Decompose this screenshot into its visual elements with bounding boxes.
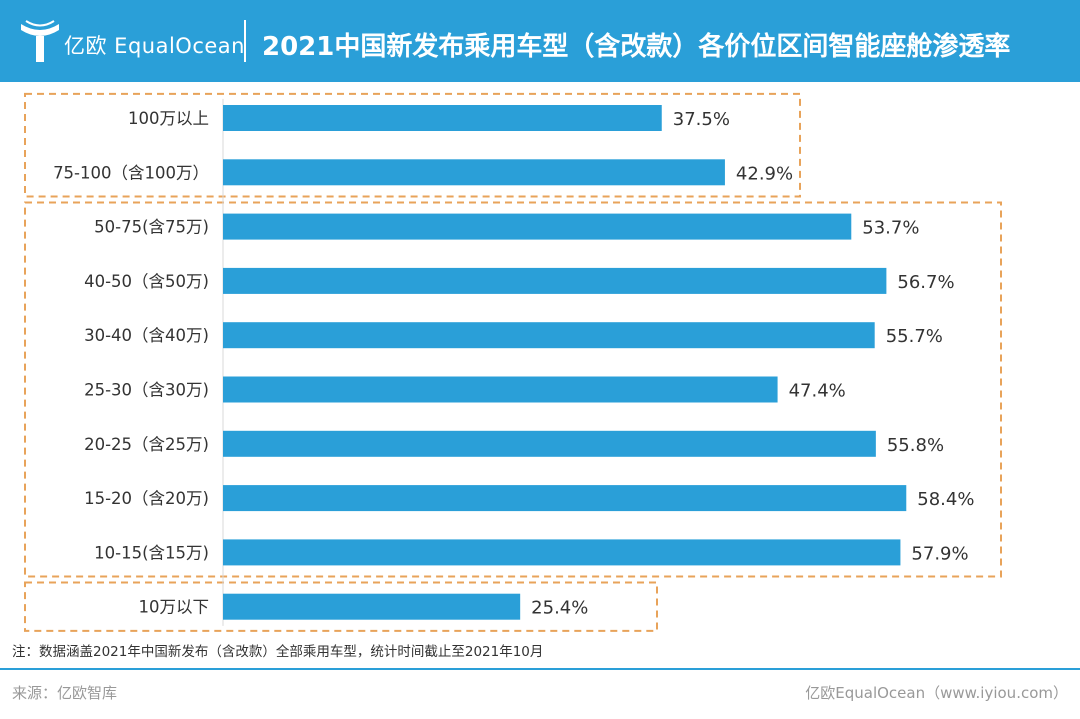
value-label: 37.5% — [673, 109, 730, 130]
category-label: 10-15(含15万) — [94, 543, 209, 562]
category-label: 100万以上 — [128, 109, 209, 128]
value-label: 58.4% — [917, 489, 974, 510]
bar — [223, 376, 778, 403]
category-label: 15-20（含20万) — [84, 489, 209, 508]
value-label: 42.9% — [736, 163, 793, 184]
category-label: 40-50（含50万) — [84, 272, 209, 291]
category-label: 75-100（含100万） — [53, 163, 209, 182]
category-label: 50-75(含75万) — [94, 218, 209, 237]
value-label: 47.4% — [789, 381, 846, 402]
bar — [223, 593, 521, 620]
value-label: 55.7% — [886, 326, 943, 347]
bar — [223, 322, 875, 349]
credit-text: 亿欧EqualOcean（www.iyiou.com） — [805, 684, 1068, 702]
header-bar: 亿欧 EqualOcean 2021中国新发布乘用车型（含改款）各价位区间智能座… — [0, 0, 1080, 82]
bar-chart: 100万以上 37.5% 75-100（含100万） 42.9% 50-75(含75万)… — [24, 92, 1002, 632]
equalocean-logo-icon — [21, 20, 59, 62]
value-label: 25.4% — [531, 598, 588, 619]
group-box — [24, 201, 1002, 578]
header-divider — [244, 20, 246, 62]
category-label: 30-40（含40万) — [84, 326, 209, 345]
footnote: 注：数据涵盖2021年中国新发布（含改款）全部乘用车型，统计时间截止至2021年… — [12, 644, 544, 660]
bar — [223, 267, 887, 294]
bar — [223, 159, 725, 186]
group-box — [24, 92, 801, 198]
brand-name: 亿欧 EqualOcean — [64, 34, 245, 58]
chart-title: 2021中国新发布乘用车型（含改款）各价位区间智能座舱渗透率 — [262, 32, 1011, 62]
bar — [223, 485, 907, 512]
category-label: 10万以下 — [139, 598, 210, 617]
value-label: 56.7% — [897, 272, 954, 293]
bar — [223, 430, 876, 457]
value-label: 57.9% — [911, 543, 968, 564]
category-label: 20-25（含25万) — [84, 435, 209, 454]
category-label: 25-30（含30万) — [84, 381, 209, 400]
value-label: 53.7% — [862, 218, 919, 239]
bar — [223, 213, 852, 240]
group-box — [24, 581, 658, 632]
source-text: 来源：亿欧智库 — [12, 684, 118, 702]
value-label: 55.8% — [887, 435, 944, 456]
footer-divider — [0, 668, 1080, 670]
bar — [223, 539, 901, 566]
bar — [223, 105, 662, 131]
